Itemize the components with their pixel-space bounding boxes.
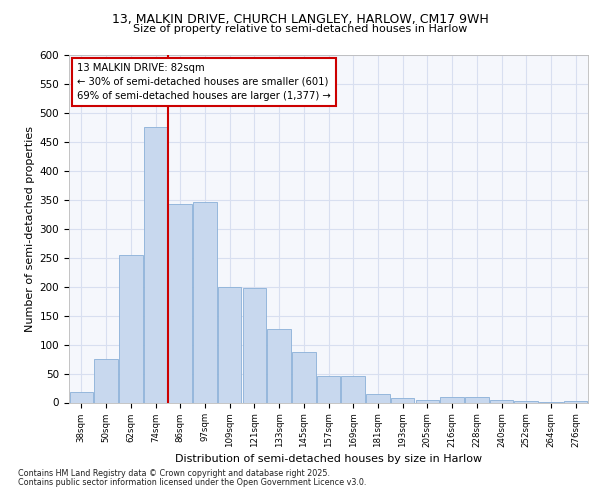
Bar — [416, 400, 439, 402]
Bar — [341, 376, 365, 402]
Bar — [193, 202, 217, 402]
Bar — [242, 288, 266, 403]
Bar — [440, 396, 464, 402]
Bar — [317, 376, 340, 402]
Bar — [94, 359, 118, 403]
Bar — [218, 287, 241, 403]
Bar — [119, 255, 143, 402]
Text: Contains public sector information licensed under the Open Government Licence v3: Contains public sector information licen… — [18, 478, 367, 487]
Bar — [70, 392, 93, 402]
Text: Size of property relative to semi-detached houses in Harlow: Size of property relative to semi-detach… — [133, 24, 467, 34]
Bar — [292, 352, 316, 403]
Bar — [268, 329, 291, 402]
Y-axis label: Number of semi-detached properties: Number of semi-detached properties — [25, 126, 35, 332]
Bar — [366, 394, 389, 402]
Bar — [490, 400, 513, 402]
Text: 13, MALKIN DRIVE, CHURCH LANGLEY, HARLOW, CM17 9WH: 13, MALKIN DRIVE, CHURCH LANGLEY, HARLOW… — [112, 12, 488, 26]
Bar — [391, 398, 415, 402]
Bar — [465, 398, 488, 402]
Bar — [144, 128, 167, 402]
X-axis label: Distribution of semi-detached houses by size in Harlow: Distribution of semi-detached houses by … — [175, 454, 482, 464]
Text: Contains HM Land Registry data © Crown copyright and database right 2025.: Contains HM Land Registry data © Crown c… — [18, 469, 330, 478]
Text: 13 MALKIN DRIVE: 82sqm
← 30% of semi-detached houses are smaller (601)
69% of se: 13 MALKIN DRIVE: 82sqm ← 30% of semi-det… — [77, 62, 331, 100]
Bar — [169, 204, 192, 402]
